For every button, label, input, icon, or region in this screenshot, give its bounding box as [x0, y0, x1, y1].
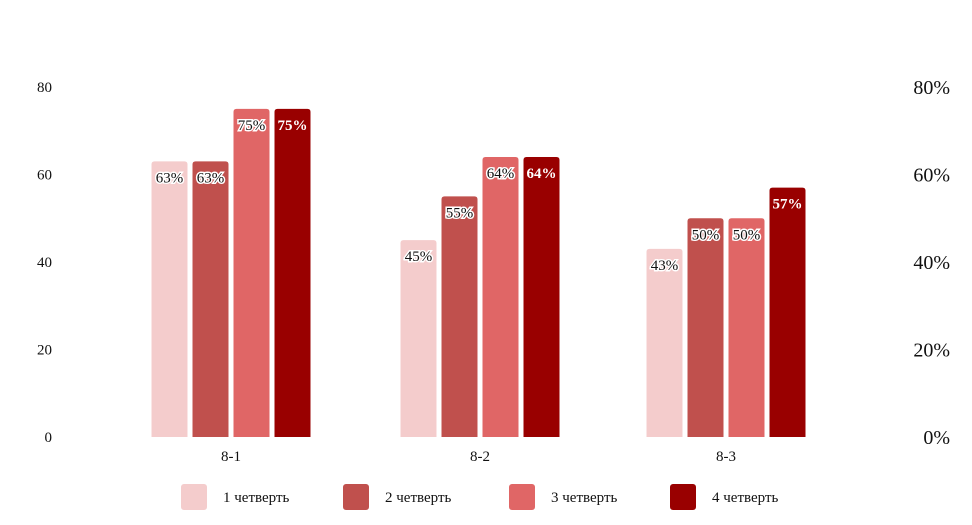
bar [646, 248, 683, 437]
y-axis-right-tick-label: 40% [913, 252, 950, 274]
data-label: 64% [487, 166, 515, 182]
legend-label: 4 четверть [712, 490, 779, 506]
legend-swatch [343, 484, 369, 510]
data-label: 75% [278, 118, 308, 134]
bar [728, 218, 765, 437]
data-label: 55% [446, 205, 474, 221]
data-label: 63% [197, 170, 225, 186]
bar [233, 108, 270, 437]
bar [523, 157, 560, 437]
bar [687, 218, 724, 437]
legend-swatch [670, 484, 696, 510]
y-axis-right-tick-label: 60% [913, 165, 950, 187]
y-axis-left-tick-label: 0 [45, 430, 53, 446]
legend-swatch [181, 484, 207, 510]
legend-label: 3 четверть [551, 490, 618, 506]
data-label: 50% [692, 227, 720, 243]
bar [274, 108, 311, 437]
y-axis-right-tick-label: 20% [913, 340, 950, 362]
bar [482, 157, 519, 437]
bar [400, 240, 437, 437]
data-label: 50% [733, 227, 761, 243]
x-axis-category-label: 8-3 [716, 449, 736, 465]
data-label: 64% [527, 166, 557, 182]
bar [769, 187, 806, 437]
data-label: 43% [651, 258, 679, 274]
legend-label: 2 четверть [385, 490, 452, 506]
y-axis-left-tick-label: 40 [37, 255, 52, 271]
data-label: 45% [405, 249, 433, 265]
data-label: 57% [773, 197, 803, 213]
legend-label: 1 четверть [223, 490, 290, 506]
bar [192, 161, 229, 437]
y-axis-right-tick-label: 0% [923, 427, 950, 449]
bar [441, 196, 478, 437]
y-axis-left-tick-label: 80 [37, 80, 52, 96]
y-axis-left-tick-label: 60 [37, 168, 52, 184]
bar [151, 161, 188, 437]
y-axis-right-tick-label: 80% [913, 77, 950, 99]
data-label: 63% [156, 170, 184, 186]
data-label: 75% [238, 118, 266, 134]
y-axis-left-tick-label: 20 [37, 343, 52, 359]
legend-swatch [509, 484, 535, 510]
x-axis-category-label: 8-1 [221, 449, 241, 465]
x-axis-category-label: 8-2 [470, 449, 490, 465]
